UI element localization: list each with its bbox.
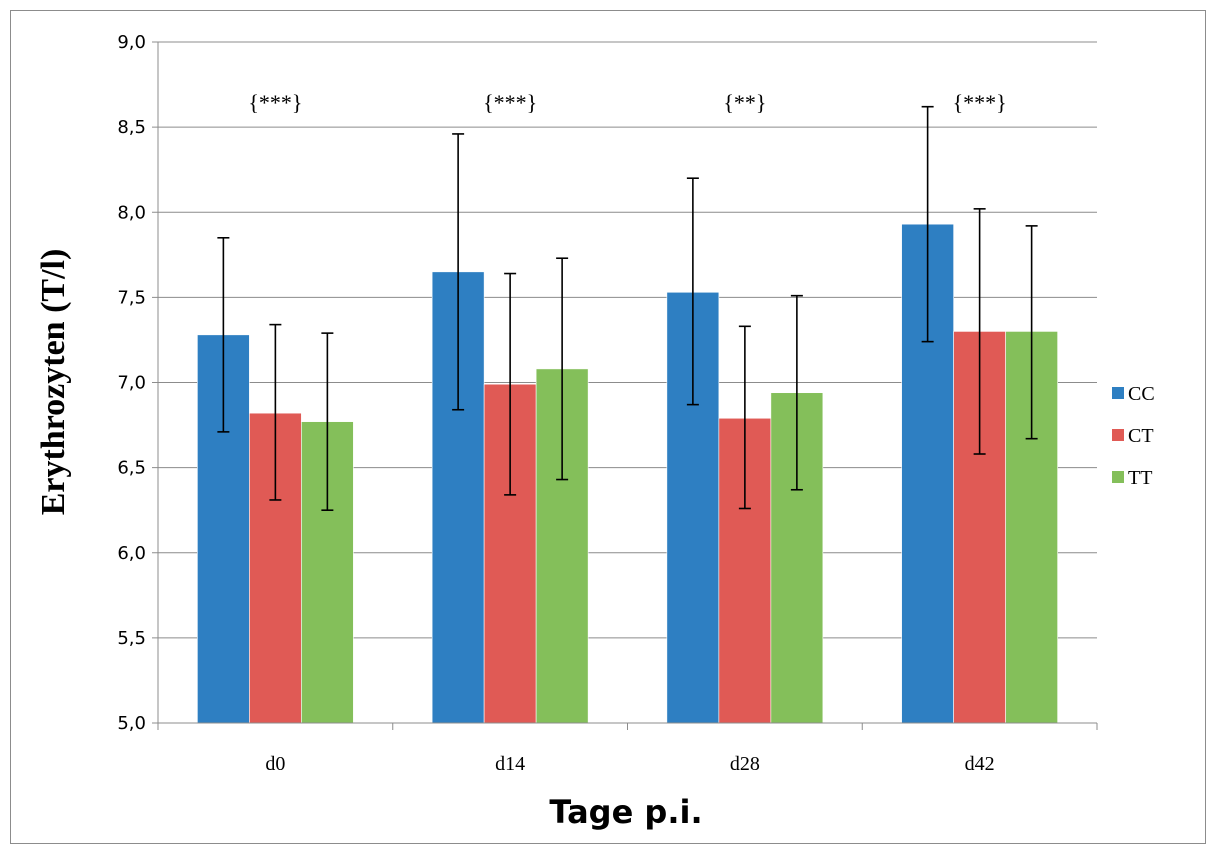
error-bar <box>921 105 934 343</box>
legend-swatch <box>1112 387 1124 399</box>
legend-item-ct: CT <box>1112 425 1154 447</box>
error-bar <box>556 257 569 481</box>
error-bar <box>217 236 230 433</box>
x-tick-label: d28 <box>730 753 760 775</box>
legend-label: TT <box>1128 467 1152 489</box>
y-tick-label: 7,0 <box>117 373 146 394</box>
significance-label: {**} <box>723 90 766 115</box>
legend-swatch <box>1112 471 1124 483</box>
y-tick-label: 8,0 <box>117 202 146 223</box>
error-bar <box>790 294 803 491</box>
bars <box>197 223 1058 724</box>
legend-label: CC <box>1128 383 1155 405</box>
x-axis-label: Tage p.i. <box>549 793 702 831</box>
y-tick-label: 6,5 <box>117 458 146 479</box>
error-bar <box>504 272 517 496</box>
legend-item-tt: TT <box>1112 467 1152 489</box>
error-bar <box>269 323 282 501</box>
error-bar <box>321 332 334 511</box>
y-tick-label: 6,0 <box>117 543 146 564</box>
significance-label: {***} <box>248 90 302 115</box>
error-bar <box>686 177 699 406</box>
y-tick-label: 9,0 <box>117 32 146 53</box>
y-tick-labels: 5,0 5,5 6,0 6,5 7,0 7,5 8,0 8,5 9,0 <box>117 32 158 734</box>
y-tick-label: 7,5 <box>117 287 146 308</box>
legend-item-cc: CC <box>1112 383 1155 405</box>
x-tick-label: d14 <box>495 753 525 775</box>
error-bars <box>217 105 1038 511</box>
error-bar <box>1025 225 1038 440</box>
legend: CC CT TT <box>1112 383 1155 489</box>
y-axis-label: Erythrozyten (T/l) <box>35 249 72 516</box>
error-bar <box>452 133 465 411</box>
y-tick-label: 5,0 <box>117 713 146 734</box>
error-bar <box>738 325 751 510</box>
x-tick-labels: d0 d14 d28 d42 <box>265 753 994 775</box>
x-tick-label: d0 <box>265 753 285 775</box>
y-tick-label: 5,5 <box>117 628 146 649</box>
y-tick-label: 8,5 <box>117 117 146 138</box>
significance-annotations: {***} {***} {**} {***} <box>248 90 1006 115</box>
legend-label: CT <box>1128 425 1154 447</box>
significance-label: {***} <box>953 90 1007 115</box>
error-bar <box>973 208 986 455</box>
legend-swatch <box>1112 429 1124 441</box>
significance-label: {***} <box>483 90 537 115</box>
x-tick-label: d42 <box>965 753 995 775</box>
bar-tt-d0 <box>301 421 354 724</box>
